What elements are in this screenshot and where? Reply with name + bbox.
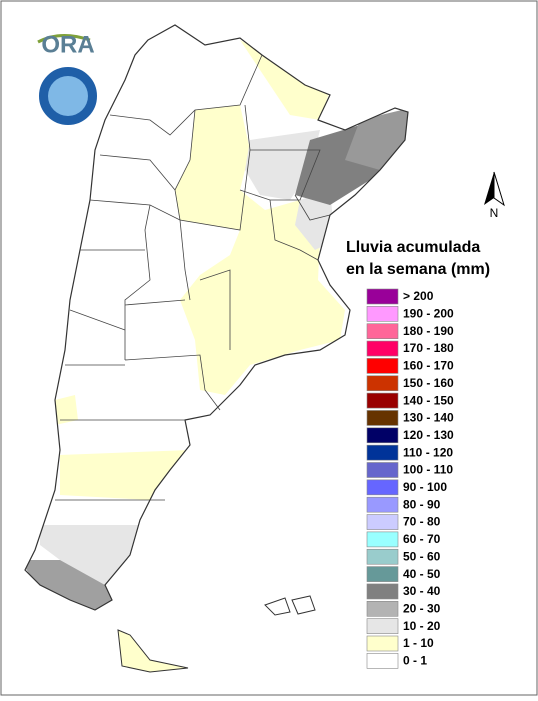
- legend-label: 160 - 170: [403, 359, 454, 373]
- legend-swatch: [366, 288, 399, 305]
- legend-swatch: [366, 618, 399, 634]
- legend-swatch: [366, 358, 399, 374]
- argentina: [24, 24, 409, 673]
- legend-label: 130 - 140: [403, 411, 454, 425]
- legend-label: 90 - 100: [403, 480, 447, 494]
- legend-label: 30 - 40: [403, 584, 441, 598]
- seal-inner: [48, 76, 88, 116]
- legend-label: > 200: [403, 289, 434, 303]
- legend-swatch: [366, 340, 399, 357]
- legend-label: 110 - 120: [403, 445, 453, 459]
- legend-swatch: [366, 514, 399, 530]
- legend-swatch: [366, 444, 399, 461]
- legend-label: 1 - 10: [403, 636, 434, 650]
- logo: ORA: [37, 31, 99, 127]
- legend-swatch: [366, 410, 399, 426]
- north-label: N: [490, 206, 499, 220]
- malvinas: [264, 595, 316, 616]
- legend-swatch: [366, 306, 399, 322]
- legend-label: 120 - 130: [403, 428, 454, 442]
- legend-swatch: [366, 462, 399, 478]
- legend-swatch: [366, 600, 399, 617]
- zone-yellow: [240, 40, 330, 120]
- province-borders: [55, 54, 331, 501]
- legend-label: 190 - 200: [403, 307, 454, 321]
- legend-label: 10 - 20: [403, 619, 441, 633]
- legend-swatch: [366, 323, 399, 340]
- legend-swatch: [366, 583, 399, 600]
- north-arrow: N: [484, 171, 505, 220]
- legend-swatch: [366, 496, 399, 513]
- legend-swatch: [366, 479, 399, 496]
- legend-label: 170 - 180: [403, 341, 454, 355]
- legend-label: 20 - 30: [403, 601, 441, 615]
- zone-yellow: [55, 395, 78, 425]
- legend-label: 40 - 50: [403, 567, 441, 581]
- arrow-half: [493, 171, 505, 207]
- tierra-del-fuego: [117, 629, 189, 673]
- legend-label: 150 - 160: [403, 376, 454, 390]
- zone-yellow: [175, 105, 345, 395]
- legend-swatch: [366, 375, 399, 392]
- arrow-half: [484, 172, 494, 205]
- zone-grey: [25, 560, 112, 610]
- legend-title: en la semana (mm): [346, 261, 490, 278]
- legend-label: 50 - 60: [403, 549, 441, 563]
- legend-swatch: [366, 392, 399, 409]
- legend-label: 0 - 1: [403, 654, 427, 668]
- legend-label: 180 - 190: [403, 324, 454, 338]
- legend-swatch: [366, 531, 399, 548]
- legend-swatch: [366, 635, 399, 652]
- legend-swatch: [366, 427, 399, 444]
- legend-label: 80 - 90: [403, 497, 441, 511]
- legend-label: 70 - 80: [403, 515, 441, 529]
- legend-label: 100 - 110: [403, 463, 453, 477]
- logo-text: ORA: [41, 31, 94, 58]
- legend-swatch: [366, 653, 399, 669]
- logo-swoosh: [37, 34, 91, 44]
- legend-title: Lluvia acumulada: [346, 239, 480, 256]
- legend-label: 60 - 70: [403, 532, 441, 546]
- legend-swatch: [366, 548, 399, 565]
- legend: Lluvia acumulada en la semana (mm) > 200 19…: [346, 239, 490, 669]
- legend-swatch: [366, 566, 399, 582]
- legend-label: 140 - 150: [403, 393, 454, 407]
- rain-zones: [25, 40, 408, 610]
- zone-light-grey: [40, 525, 140, 585]
